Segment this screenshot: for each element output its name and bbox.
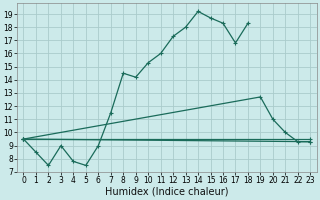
X-axis label: Humidex (Indice chaleur): Humidex (Indice chaleur) — [105, 187, 229, 197]
